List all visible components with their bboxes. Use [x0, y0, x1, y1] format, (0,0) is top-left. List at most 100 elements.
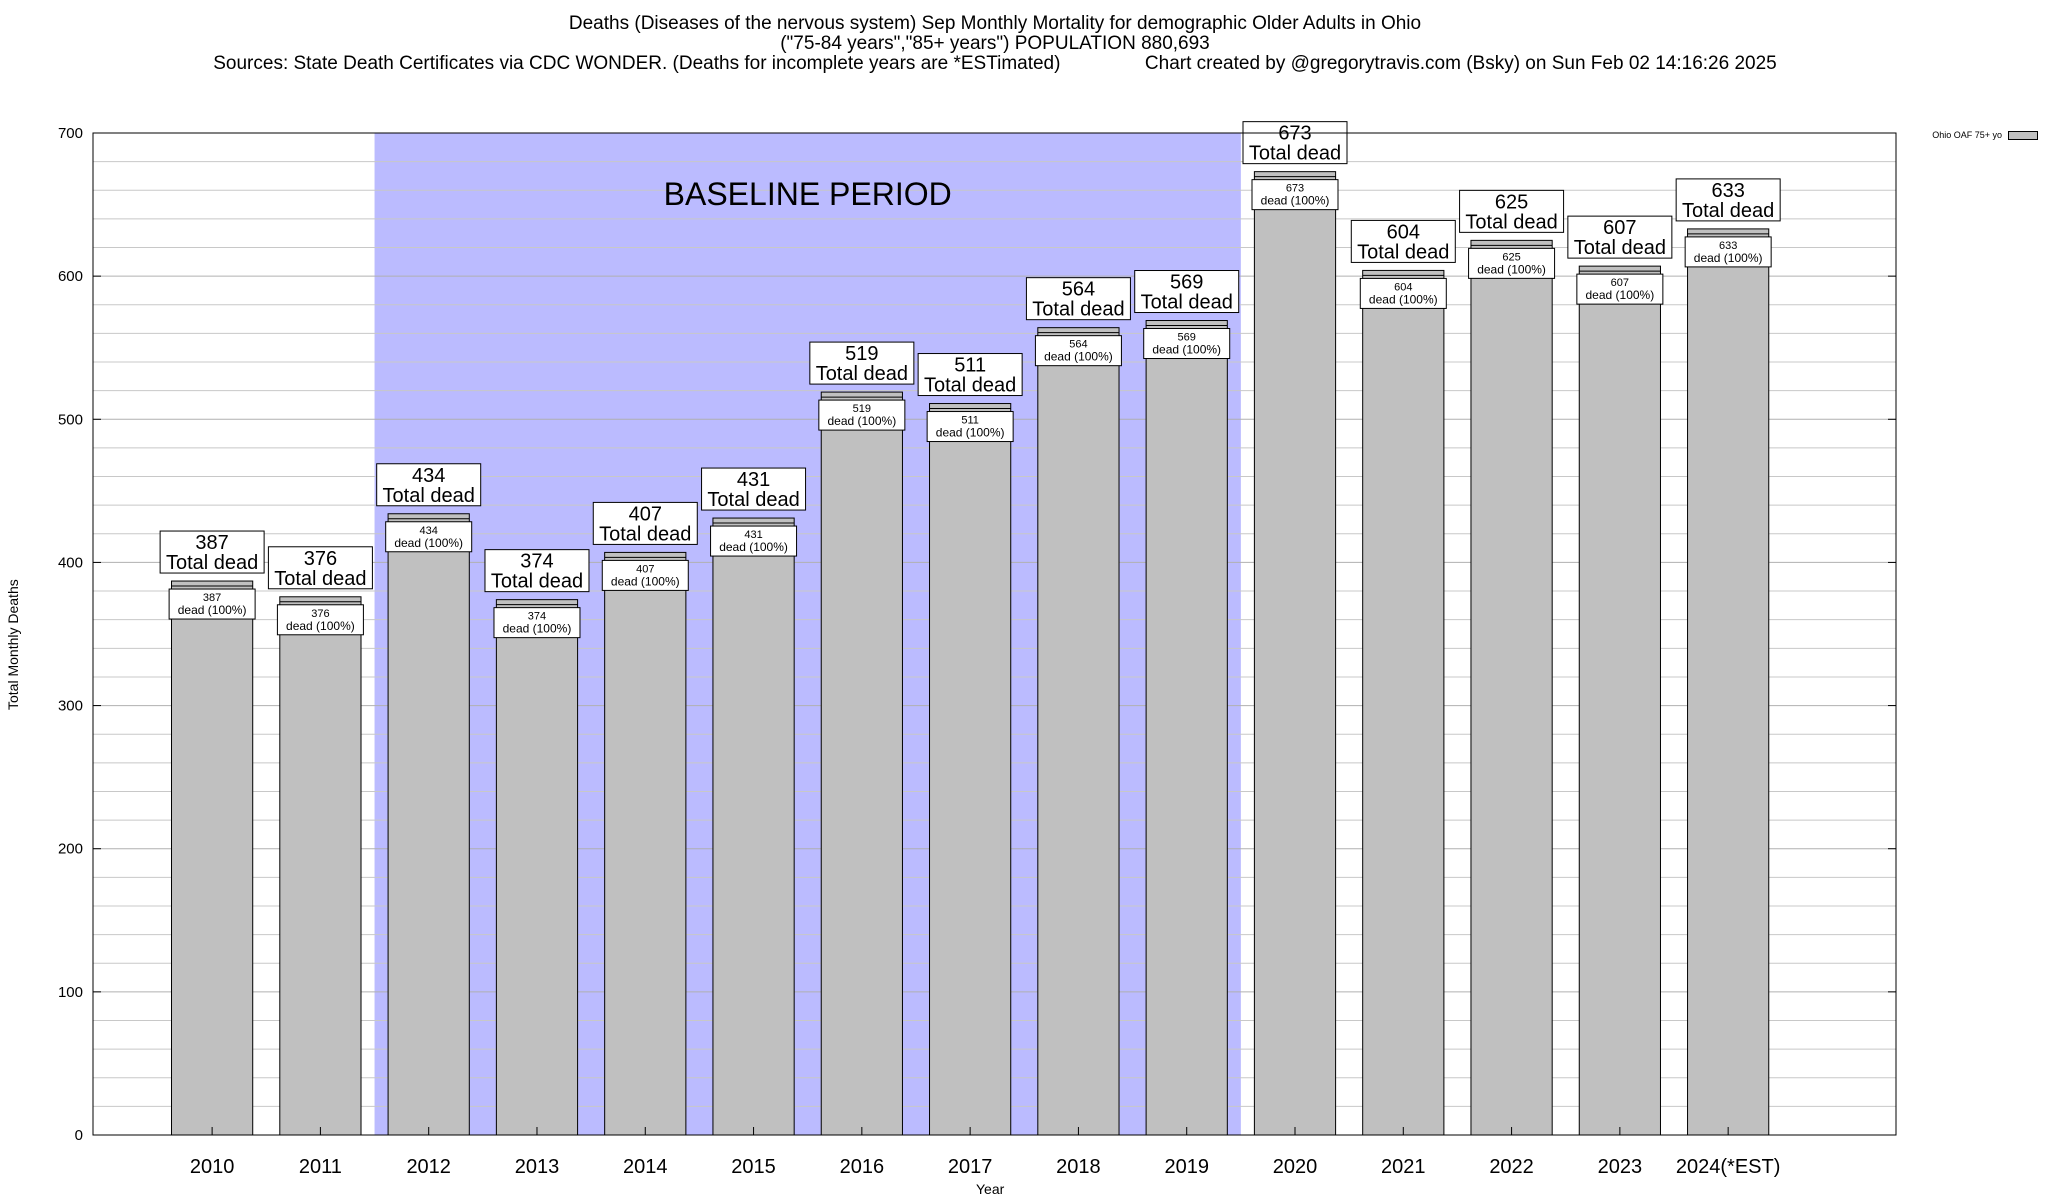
top-data-label-value: 407 [629, 503, 662, 525]
inner-data-label-value: 607 [1611, 277, 1629, 289]
inner-data-label-value: 431 [744, 529, 762, 541]
inner-data-label-text: dead (100%) [1477, 262, 1546, 276]
bar [1470, 239, 1553, 1136]
x-tick-label: 2013 [515, 1156, 560, 1178]
inner-data-label-text: dead (100%) [1152, 343, 1221, 357]
top-data-label-box [1242, 121, 1348, 165]
bar [1145, 320, 1228, 1136]
chart-title-block: Deaths (Diseases of the nervous system) … [0, 14, 1990, 74]
x-tick-label: 2016 [840, 1156, 885, 1178]
chart-title: Deaths (Diseases of the nervous system) … [568, 13, 1422, 34]
top-data-label-value: 625 [1495, 191, 1528, 213]
inner-data-label-box [1468, 247, 1556, 279]
bar [712, 517, 795, 1136]
top-data-label-value: 564 [1062, 279, 1095, 301]
x-tick-label: 2023 [1598, 1156, 1643, 1178]
y-tick-label: 300 [58, 698, 83, 715]
x-tick-label: 2020 [1273, 1156, 1318, 1178]
y-tick-label: 200 [58, 841, 83, 858]
x-tick-label: 2021 [1381, 1156, 1426, 1178]
top-data-label-text: Total dead [491, 571, 583, 593]
inner-data-label-box [1684, 236, 1772, 268]
inner-data-label-box [601, 559, 689, 591]
inner-data-label-text: dead (100%) [503, 622, 572, 636]
top-data-label-text: Total dead [1032, 299, 1124, 321]
inner-data-label-text: dead (100%) [719, 540, 788, 554]
inner-data-label-text: dead (100%) [611, 574, 680, 588]
inner-data-label-value: 434 [420, 525, 438, 537]
top-data-label-box [484, 549, 590, 593]
top-data-label-text: Total dead [1357, 241, 1449, 263]
inner-data-label-text: dead (100%) [286, 619, 355, 633]
bar [1362, 269, 1445, 1136]
inner-data-label-value: 569 [1178, 332, 1196, 344]
top-data-label-box [1675, 178, 1781, 222]
x-tick-label: 2018 [1056, 1156, 1101, 1178]
baseline-period-label: BASELINE PERIOD [664, 176, 952, 212]
top-data-label-value: 673 [1278, 123, 1311, 145]
inner-data-label-text: dead (100%) [936, 426, 1005, 440]
inner-data-label-box [818, 399, 906, 431]
top-data-label-box [267, 546, 373, 590]
inner-data-label-value: 376 [311, 608, 329, 620]
top-data-label-value: 604 [1387, 221, 1420, 243]
x-tick-label: 2017 [948, 1156, 993, 1178]
bar [1253, 171, 1337, 1136]
bar [1578, 265, 1661, 1136]
top-data-label-value: 633 [1711, 180, 1744, 202]
top-data-label-text: Total dead [1574, 237, 1666, 259]
legend-swatch [2008, 130, 2038, 140]
x-tick-label: 2015 [731, 1156, 776, 1178]
inner-data-label-value: 625 [1502, 251, 1520, 263]
plot-frame [92, 132, 1897, 1136]
inner-data-label-value: 519 [853, 403, 871, 415]
y-tick-label: 0 [75, 1127, 83, 1144]
inner-data-label-value: 511 [961, 415, 979, 427]
y-tick-label: 700 [58, 125, 83, 142]
y-tick-label: 600 [58, 268, 83, 285]
x-tick-label: 2022 [1489, 1156, 1534, 1178]
inner-data-label-text: dead (100%) [1261, 194, 1330, 208]
y-tick-label: 400 [58, 554, 83, 571]
bar [171, 580, 254, 1136]
x-tick-label: 2019 [1164, 1156, 1209, 1178]
chart-source-line: Sources: State Death Certificates via CD… [213, 53, 1777, 74]
top-data-label-box [1025, 277, 1131, 321]
inner-data-label-text: dead (100%) [827, 414, 896, 428]
top-data-label-text: Total dead [1465, 211, 1557, 233]
bar [929, 403, 1012, 1136]
top-data-label-box [701, 467, 807, 511]
chart-subtitle: ("75-84 years","85+ years") POPULATION 8… [780, 33, 1210, 54]
top-data-label-text: Total dead [924, 375, 1016, 397]
bar [604, 551, 687, 1136]
top-data-label-box [1350, 219, 1456, 263]
top-data-label-value: 376 [304, 548, 337, 570]
inner-data-label-text: dead (100%) [178, 603, 247, 617]
top-data-label-box [917, 353, 1023, 397]
x-tick-label: 2014 [623, 1156, 668, 1178]
top-data-label-box [159, 530, 265, 574]
inner-data-label-value: 633 [1719, 240, 1737, 252]
inner-data-label-box [1576, 273, 1664, 305]
y-axis-label: Total Monthly Deaths [5, 579, 21, 710]
inner-data-label-value: 387 [203, 592, 221, 604]
bar [387, 513, 470, 1136]
top-data-label-value: 607 [1603, 217, 1636, 239]
inner-data-label-box [168, 588, 256, 620]
top-data-label-text: Total dead [1249, 143, 1341, 165]
bar [279, 596, 362, 1136]
inner-data-label-box [1034, 335, 1122, 367]
inner-data-label-value: 564 [1069, 339, 1087, 351]
inner-data-label-text: dead (100%) [1044, 350, 1113, 364]
top-data-label-value: 519 [845, 343, 878, 365]
top-data-label-value: 374 [520, 551, 553, 573]
inner-data-label-text: dead (100%) [394, 536, 463, 550]
y-tick-label: 100 [58, 984, 83, 1001]
inner-data-label-box [1143, 328, 1231, 360]
top-data-label-box [1134, 270, 1240, 314]
inner-data-label-text: dead (100%) [1694, 251, 1763, 265]
bar [1687, 228, 1770, 1136]
top-data-label-box [809, 341, 915, 385]
inner-data-label-box [1251, 179, 1339, 211]
top-data-label-box [1567, 215, 1673, 259]
